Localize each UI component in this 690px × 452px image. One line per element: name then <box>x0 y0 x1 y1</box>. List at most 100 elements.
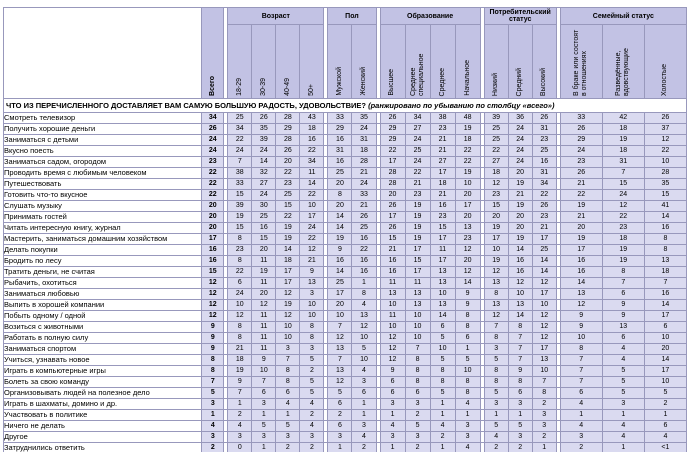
value-cell: 36 <box>507 112 533 124</box>
value-cell: 12 <box>275 310 301 322</box>
value-cell: 24 <box>507 134 533 146</box>
value-cell: 7 <box>507 332 533 344</box>
value-cell: 16 <box>379 255 406 267</box>
value-cell: 3 <box>507 398 533 410</box>
value-cell: 1 <box>227 398 253 410</box>
value-cell: 28 <box>275 134 301 146</box>
value-cell: 7 <box>275 354 301 366</box>
value-cell: 21 <box>351 167 377 179</box>
value-cell: 9 <box>379 365 406 377</box>
value-cell: 17 <box>429 255 456 267</box>
value-cell: 10 <box>327 310 353 322</box>
value-cell: 39 <box>483 112 509 124</box>
value-cell: 10 <box>531 299 557 311</box>
value-cell: 20 <box>454 255 481 267</box>
value-cell: 19 <box>483 222 509 234</box>
row-label: Работать в полную силу <box>2 332 203 344</box>
value-cell: 12 <box>327 376 353 388</box>
value-cell: 7 <box>404 343 431 355</box>
value-cell: 5 <box>429 354 456 366</box>
value-cell: 30 <box>251 200 277 212</box>
total-value-cell: 20 <box>201 200 225 212</box>
value-cell: 21 <box>351 200 377 212</box>
value-cell: 2 <box>227 409 253 421</box>
value-cell: 13 <box>429 299 456 311</box>
value-cell: 10 <box>404 332 431 344</box>
value-cell: 8 <box>299 321 325 333</box>
value-cell: 17 <box>559 244 603 256</box>
value-cell: 22 <box>379 145 406 157</box>
value-cell: 5 <box>251 420 277 432</box>
value-cell: 19 <box>601 244 645 256</box>
total-value-cell: 3 <box>201 398 225 410</box>
value-cell: 12 <box>227 310 253 322</box>
group-header-family-status: Семейный статус <box>559 7 688 25</box>
value-cell: 16 <box>327 255 353 267</box>
total-value-cell: 24 <box>201 145 225 157</box>
table-row: Болеть за свою команду 7 9 7 8 5 12 3 6 8 8 8 8 8 7 7 5 1… <box>2 376 688 388</box>
total-value-cell: 22 <box>201 189 225 201</box>
row-label: Заниматься любовью <box>2 288 203 300</box>
value-cell: 4 <box>643 431 688 443</box>
value-cell: 28 <box>379 167 406 179</box>
value-cell: 22 <box>351 244 377 256</box>
value-cell: 4 <box>559 398 603 410</box>
value-cell: 2 <box>327 409 353 421</box>
value-cell: 14 <box>327 266 353 278</box>
value-cell: 3 <box>483 343 509 355</box>
value-cell: 13 <box>601 321 645 333</box>
value-cell: 2 <box>559 442 603 452</box>
row-label: Тратить деньги, не считая <box>2 266 203 278</box>
value-cell: 28 <box>351 156 377 168</box>
column-header-secondary-special: Среднее специальное <box>404 24 431 99</box>
value-cell: 12 <box>454 266 481 278</box>
value-cell: 20 <box>507 211 533 223</box>
value-cell: 16 <box>559 266 603 278</box>
value-cell: 13 <box>299 277 325 289</box>
value-cell: 31 <box>327 145 353 157</box>
value-cell: 16 <box>559 255 603 267</box>
value-cell: 13 <box>559 288 603 300</box>
value-cell: 13 <box>643 255 688 267</box>
value-cell: 1 <box>429 442 456 452</box>
value-cell: 24 <box>507 123 533 135</box>
value-cell: 16 <box>351 233 377 245</box>
total-value-cell: 22 <box>201 178 225 190</box>
column-header-status-low: Низкий <box>483 24 509 99</box>
total-value-cell: 24 <box>201 134 225 146</box>
group-header-education: Образование <box>379 7 481 25</box>
value-cell: 23 <box>483 189 509 201</box>
total-value-cell: 9 <box>201 343 225 355</box>
value-cell: 20 <box>251 288 277 300</box>
value-cell: 2 <box>299 442 325 452</box>
value-cell: 19 <box>559 233 603 245</box>
value-cell: 1 <box>251 442 277 452</box>
value-cell: 18 <box>643 266 688 278</box>
value-cell: 22 <box>275 211 301 223</box>
value-cell: 25 <box>227 112 253 124</box>
value-cell: 8 <box>404 365 431 377</box>
value-cell: 8 <box>227 321 253 333</box>
column-header-primary: Начальное <box>454 24 481 99</box>
table-row: Участвовать в политике 1 2 1 1 2 2 1 1 2 1 1 1 1 3 1 1 1 <box>2 409 688 421</box>
row-label: Смотреть телевизор <box>2 112 203 124</box>
value-cell: 8 <box>429 376 456 388</box>
value-cell: 19 <box>404 222 431 234</box>
value-cell: 7 <box>531 376 557 388</box>
value-cell: 16 <box>351 266 377 278</box>
value-cell: 10 <box>227 299 253 311</box>
value-cell: 21 <box>404 178 431 190</box>
value-cell: 3 <box>404 431 431 443</box>
value-cell: 9 <box>227 376 253 388</box>
row-label: Заниматься садом, огородом <box>2 156 203 168</box>
value-cell: 6 <box>351 387 377 399</box>
value-cell: 22 <box>227 266 253 278</box>
value-cell: 20 <box>454 189 481 201</box>
column-header-married: В браке или состоят в отношениях <box>559 24 603 99</box>
value-cell: 4 <box>483 431 509 443</box>
value-cell: 25 <box>275 189 301 201</box>
value-cell: 12 <box>531 321 557 333</box>
value-cell: 8 <box>454 376 481 388</box>
value-cell: 5 <box>483 420 509 432</box>
value-cell: 3 <box>299 288 325 300</box>
